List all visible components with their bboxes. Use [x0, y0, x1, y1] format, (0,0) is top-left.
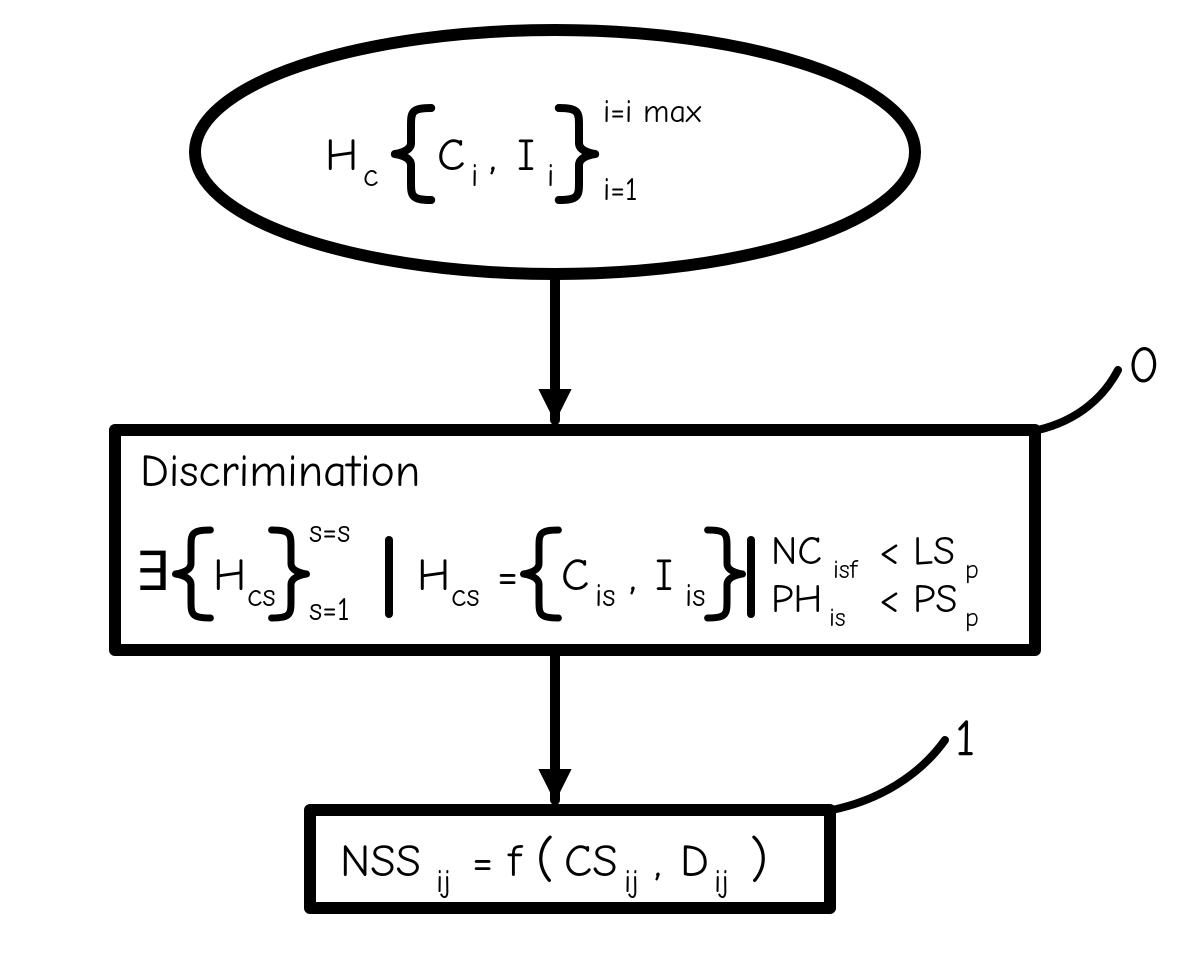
Ii-sub: i	[547, 157, 554, 194]
Iis: I	[655, 549, 673, 602]
start-ellipse: Hc Ci, Ii i=i max i=1	[195, 30, 915, 274]
comma: ,	[489, 129, 497, 182]
Ii: I	[517, 129, 535, 182]
PS-sub: p	[965, 603, 979, 633]
Ci: C	[437, 129, 465, 182]
right-brace	[708, 530, 743, 618]
discrimination-box: Discrimination∃Hcss=ss=1Hcs=Cis,IisNCisf…	[115, 335, 1160, 650]
PS: PS	[913, 576, 957, 622]
lparen: (	[536, 829, 554, 889]
NSS-sub: ij	[436, 863, 451, 900]
eq: =	[497, 549, 518, 602]
discrimination-title: Discrimination	[140, 445, 420, 498]
D-sub: ij	[714, 863, 729, 900]
NSS: NSS	[340, 835, 421, 888]
Hcs-sup: s=s	[309, 513, 350, 550]
NC: NC	[771, 528, 822, 574]
callout-line-0	[1038, 370, 1118, 430]
left-brace	[176, 530, 211, 618]
LS-sub: p	[965, 555, 979, 585]
right-brace	[559, 108, 595, 200]
CS-sub: ij	[624, 863, 639, 900]
eq2: =	[472, 835, 493, 888]
PH-sub: is	[829, 603, 846, 633]
Ci-sub: i	[471, 157, 478, 194]
LS: LS	[913, 528, 955, 574]
Hc-sub: c	[363, 157, 378, 194]
Hcs2: H	[417, 549, 450, 602]
brace-sup: i=i max	[603, 93, 702, 130]
Hcs2-sub: cs	[451, 577, 480, 614]
Iis-sub: is	[685, 577, 706, 614]
arrow-head	[540, 770, 570, 800]
callout-label-1: 1	[955, 708, 976, 768]
Hcs-subidx: s=1	[309, 591, 350, 628]
D: D	[680, 835, 709, 888]
arrow-head	[540, 390, 570, 420]
Hcs-sub: cs	[247, 577, 276, 614]
NC-sub: isf	[833, 555, 859, 585]
f: f	[507, 835, 524, 888]
brace-sub: i=1	[603, 171, 638, 208]
lt2: <	[879, 576, 899, 622]
callout-label-0: 0	[1128, 335, 1160, 395]
CS: CS	[564, 835, 618, 888]
rparen: )	[750, 829, 768, 889]
left-brace	[395, 108, 431, 200]
comma3: ,	[654, 835, 662, 888]
Cis-sub: is	[595, 577, 616, 614]
comma2: ,	[629, 549, 637, 602]
Hc: H	[325, 129, 358, 182]
nss-box: NSSij=f(CSij,Dij)1	[310, 708, 976, 908]
Cis: C	[561, 549, 589, 602]
lt1: <	[879, 528, 899, 574]
Hcs: H	[213, 549, 246, 602]
PH: PH	[771, 576, 822, 622]
exists: ∃	[135, 541, 169, 604]
callout-line-1	[832, 740, 945, 810]
left-brace	[524, 530, 559, 618]
right-brace	[272, 530, 307, 618]
ellipse-shape	[195, 30, 915, 274]
